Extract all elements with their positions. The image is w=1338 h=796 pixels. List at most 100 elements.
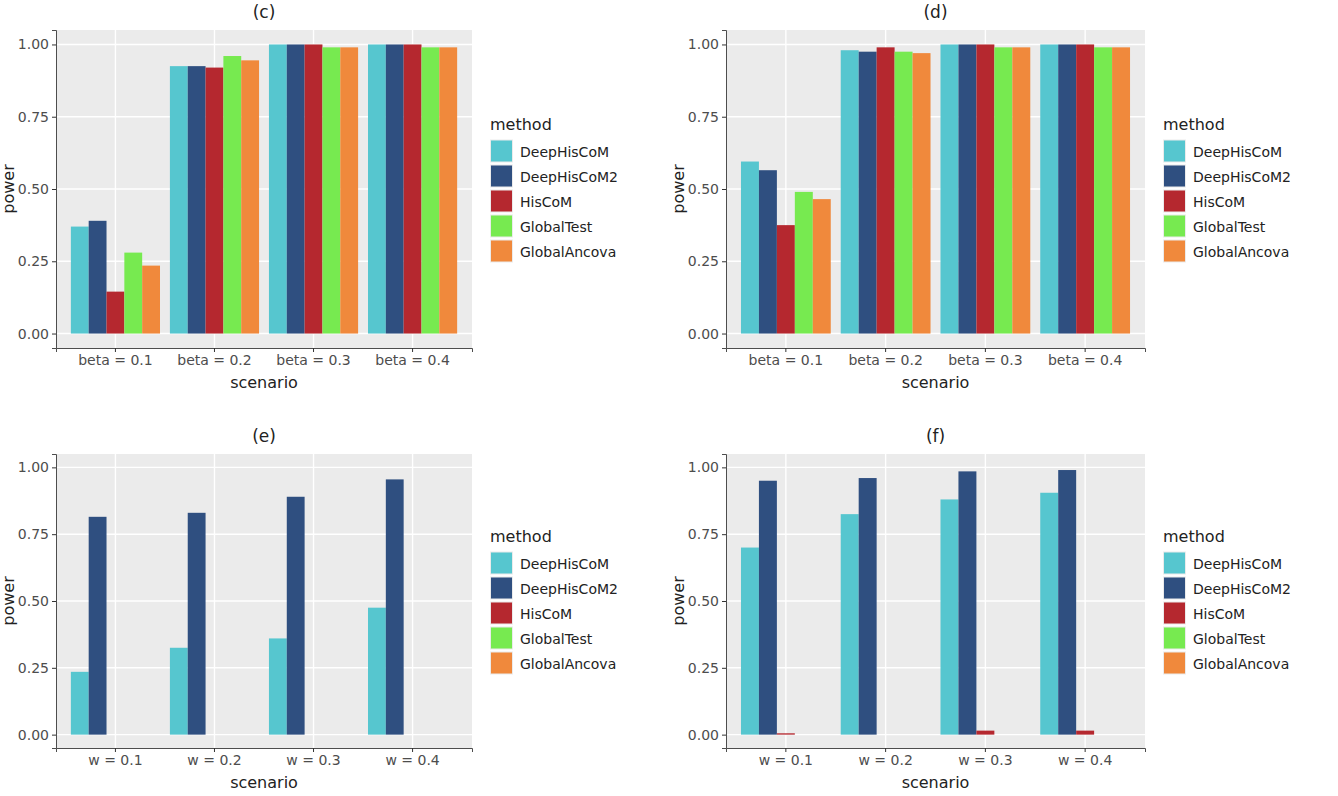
x-axis-title: scenario (230, 773, 298, 792)
x-axis: w = 0.1w = 0.2w = 0.3w = 0.4 (57, 748, 473, 768)
legend-swatch (491, 578, 512, 599)
legend-key-bg (1163, 215, 1186, 238)
x-tick: w = 0.2 (187, 748, 241, 768)
y-tick-mark (722, 44, 726, 45)
legend-label: DeepHisCoM2 (520, 169, 618, 185)
y-tick-label: 1.00 (18, 36, 49, 52)
x-grid-line (885, 454, 886, 748)
bar (107, 734, 125, 735)
x-tick-label: w = 0.1 (88, 752, 142, 768)
bar (859, 478, 877, 735)
bar (71, 227, 89, 334)
bar (759, 481, 777, 735)
bar (124, 734, 142, 735)
bar (269, 44, 287, 333)
y-axis: 0.000.250.500.751.00 (688, 31, 727, 349)
x-tick: w = 0.1 (88, 748, 142, 768)
y-tick-mark (52, 189, 56, 190)
y-tick: 1.00 (688, 459, 726, 475)
y-tick-mark (52, 44, 56, 45)
x-tick: beta = 0.1 (78, 348, 152, 368)
x-tick: w = 0.2 (858, 748, 912, 768)
x-tick: beta = 0.4 (1048, 348, 1123, 368)
bar (976, 731, 994, 735)
y-tick: 0.75 (18, 109, 56, 125)
y-tick: 0.00 (18, 326, 56, 342)
bar (1076, 44, 1094, 333)
bar (813, 199, 831, 333)
y-axis-line (722, 31, 727, 349)
y-axis-line (52, 455, 57, 749)
y-grid-line (726, 533, 1145, 534)
bar (404, 44, 422, 333)
y-tick-label: 0.25 (18, 253, 49, 269)
bar (777, 225, 795, 333)
legend-key-bg (1163, 240, 1186, 263)
y-tick-mark (52, 735, 56, 736)
legend-label: GlobalAncova (520, 244, 616, 260)
bar (1040, 44, 1058, 333)
bars (741, 44, 1130, 333)
legend-swatch (491, 628, 512, 649)
x-tick: beta = 0.3 (948, 348, 1022, 368)
legend-swatch (491, 191, 512, 212)
y-tick-label: 0.50 (18, 593, 49, 609)
bar (895, 52, 913, 334)
legend-label: DeepHisCoM (1193, 144, 1282, 160)
x-tick-label: w = 0.3 (958, 752, 1012, 768)
bar (142, 734, 160, 735)
bars (71, 44, 457, 333)
bar (940, 499, 958, 734)
bar (439, 734, 457, 735)
legend-key-bg (1163, 165, 1186, 188)
y-tick-label: 1.00 (18, 459, 49, 475)
bar (958, 44, 976, 333)
bar (841, 514, 859, 735)
y-tick-label: 0.75 (688, 109, 719, 125)
bar (976, 44, 994, 333)
legend-swatch (491, 141, 512, 162)
bar (305, 734, 323, 735)
legend-key-bg (490, 652, 513, 675)
y-tick-label: 0.00 (688, 326, 719, 342)
y-tick-mark (722, 117, 726, 118)
legend-label: GlobalAncova (1193, 244, 1289, 260)
bar (269, 638, 287, 734)
y-tick: 0.00 (688, 326, 726, 342)
bar (287, 497, 305, 735)
legend-title: method (1163, 115, 1225, 134)
bar (241, 60, 259, 333)
legend: methodDeepHisCoMDeepHisCoM2HisCoMGlobalT… (490, 115, 618, 263)
bar (1058, 470, 1076, 735)
plot-background (56, 454, 472, 748)
legend-key-bg (490, 215, 513, 238)
y-axis: 0.000.250.500.751.00 (688, 455, 727, 749)
legend-label: GlobalAncova (1193, 656, 1289, 672)
bar (71, 672, 89, 735)
y-grid-line (726, 600, 1145, 601)
x-tick: w = 0.3 (958, 748, 1012, 768)
legend-label: GlobalAncova (520, 656, 616, 672)
y-tick-label: 0.00 (688, 727, 719, 743)
y-tick-mark (722, 189, 726, 190)
y-tick-mark (722, 668, 726, 669)
x-grid-line (115, 454, 116, 748)
legend-label: HisCoM (1193, 606, 1245, 622)
bar (994, 47, 1012, 333)
x-tick: beta = 0.2 (177, 348, 251, 368)
legend-swatch (491, 553, 512, 574)
legend-label: DeepHisCoM2 (1193, 581, 1291, 597)
y-tick-label: 1.00 (688, 459, 719, 475)
x-tick: w = 0.4 (1058, 748, 1112, 768)
bar (994, 734, 1012, 735)
y-tick: 0.00 (18, 727, 56, 743)
y-axis: 0.000.250.500.751.00 (18, 455, 57, 749)
y-grid-line (726, 667, 1145, 668)
bar (741, 162, 759, 334)
x-tick-label: beta = 0.3 (276, 352, 350, 368)
x-tick-label: w = 0.3 (286, 752, 340, 768)
x-axis: w = 0.1w = 0.2w = 0.3w = 0.4 (727, 748, 1146, 768)
y-axis: 0.000.250.500.751.00 (18, 31, 57, 349)
legend-key-bg (490, 602, 513, 625)
bar (741, 548, 759, 735)
